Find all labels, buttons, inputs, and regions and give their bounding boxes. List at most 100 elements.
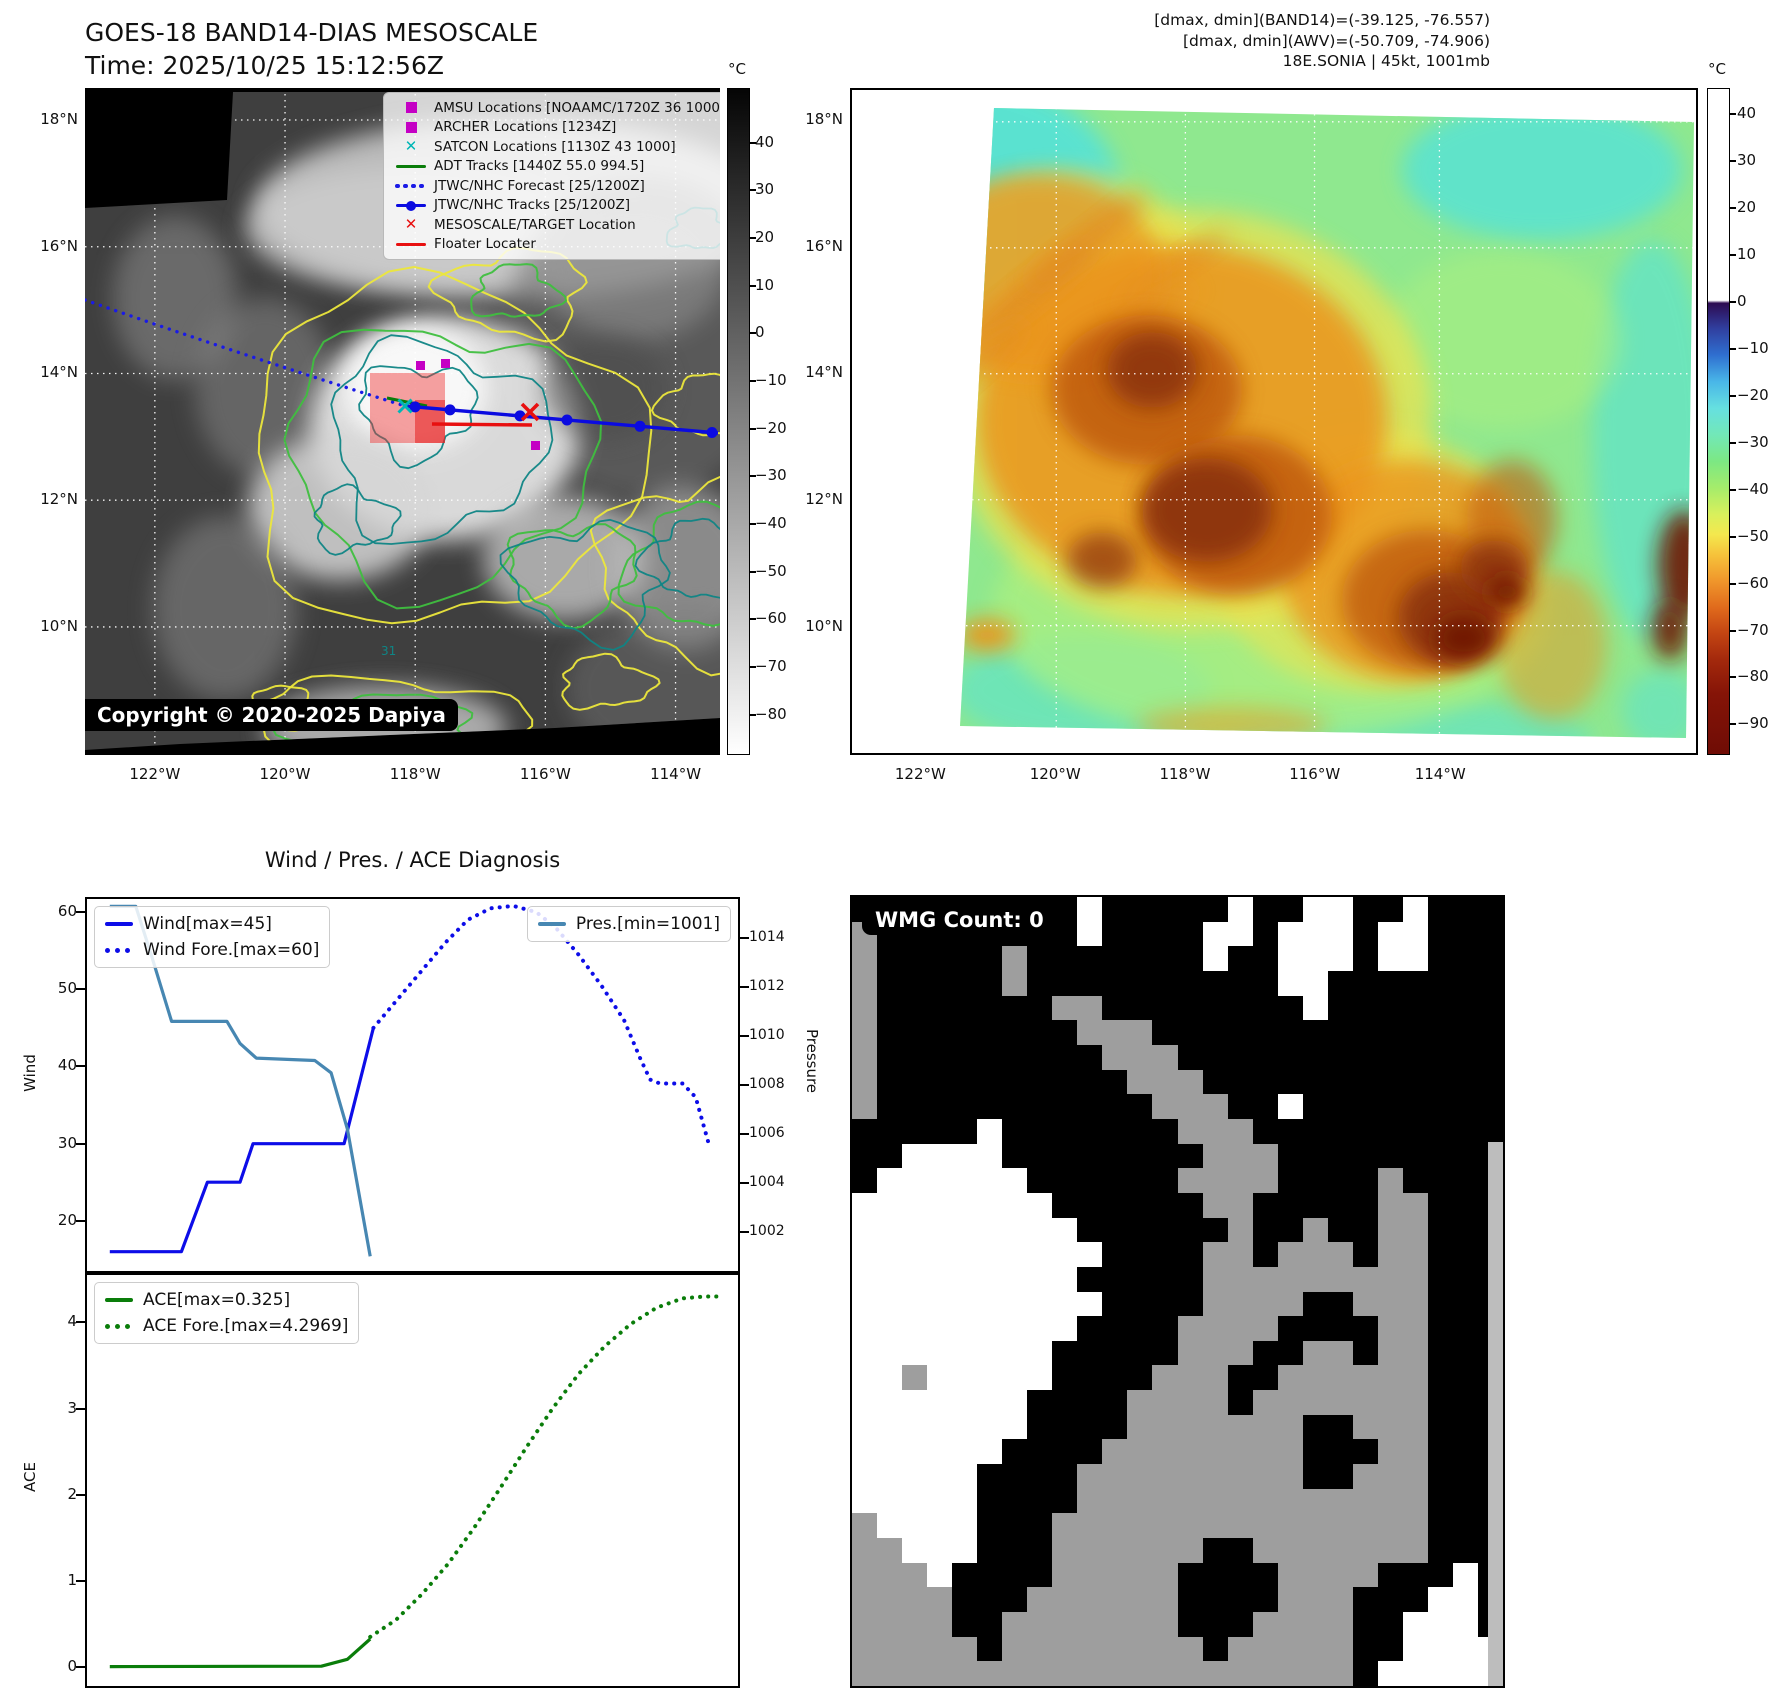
wmg-cell <box>1102 1365 1128 1391</box>
wmg-cell <box>1277 1365 1303 1391</box>
wmg-cell <box>1202 897 1228 922</box>
wmg-cell <box>1102 1316 1128 1341</box>
wmg-cell <box>1127 1587 1153 1613</box>
wmg-cell <box>1252 1069 1278 1095</box>
colorbar-tick-label: −80 <box>1737 667 1769 686</box>
lat-tick-label: 14°N <box>40 363 78 382</box>
wmg-cell <box>1427 970 1453 996</box>
wmg-cell <box>1277 1143 1303 1169</box>
wmg-cell <box>1127 897 1153 922</box>
wmg-cell <box>1427 1340 1453 1366</box>
wmg-cell <box>1052 1069 1078 1095</box>
wmg-cell <box>1052 1316 1078 1341</box>
wmg-cell <box>1327 946 1353 971</box>
y2-tick-label: 1014 <box>749 929 785 946</box>
wmg-cell <box>977 995 1003 1021</box>
wmg-cell <box>1277 1488 1303 1514</box>
wmg-cell <box>877 1118 903 1144</box>
wmg-cell <box>1252 1513 1278 1539</box>
wmg-cell <box>1477 946 1503 971</box>
wmg-cell <box>877 1612 903 1637</box>
wmg-cell <box>902 1020 928 1045</box>
wmg-cell <box>1202 1587 1228 1613</box>
wmg-cell <box>1177 946 1203 971</box>
wmg-cell <box>1052 1538 1078 1563</box>
wmg-cell <box>952 1020 978 1045</box>
wmg-cell <box>852 1192 878 1218</box>
wmg-cell <box>1327 1562 1353 1588</box>
wmg-cell <box>927 970 953 996</box>
lon-tick-label: 114°W <box>650 765 702 783</box>
wmg-cell <box>1202 1020 1228 1045</box>
wmg-cell <box>877 1513 903 1539</box>
wmg-cell <box>1452 1562 1478 1588</box>
wmg-cell <box>927 1044 953 1070</box>
wmg-cell <box>1352 1587 1378 1613</box>
map-legend-row: JTWC/NHC Forecast [25/1200Z] <box>388 176 720 196</box>
wmg-cell <box>1327 1390 1353 1415</box>
wmg-cell <box>852 1414 878 1440</box>
wmg-cell <box>1327 1414 1353 1440</box>
wmg-cell <box>1252 1562 1278 1588</box>
lon-tick-label: 122°W <box>129 765 181 783</box>
wmg-cell <box>1102 1612 1128 1637</box>
wmg-cell <box>1452 970 1478 996</box>
wmg-cell <box>1027 1587 1053 1613</box>
wmg-cell <box>1427 1266 1453 1292</box>
wmg-cell <box>1102 1439 1128 1465</box>
wmg-cell <box>1002 1636 1028 1662</box>
wmg-pixel-grid <box>852 897 1503 1686</box>
wmg-cell <box>1352 1340 1378 1366</box>
wmg-cell <box>927 1094 953 1119</box>
legend-dot <box>115 947 120 953</box>
goes-band14-satellite-map: AMSU Locations [NOAAMC/1720Z 36 1000] ARC… <box>85 88 720 755</box>
wmg-cell <box>1052 1340 1078 1366</box>
wmg-cell <box>1077 1094 1103 1119</box>
wmg-cell <box>1152 1390 1178 1415</box>
wmg-cell <box>1177 995 1203 1021</box>
colorbar-tick-label: 20 <box>1737 197 1757 216</box>
wmg-cell <box>902 1291 928 1317</box>
wmg-cell <box>1227 1192 1253 1218</box>
wmg-cell <box>877 1217 903 1243</box>
wmg-cell <box>1077 995 1103 1021</box>
wmg-cell <box>1002 1168 1028 1193</box>
wmg-cell <box>1327 1587 1353 1613</box>
colorbar-tick-label: −60 <box>755 609 787 628</box>
wmg-cell <box>1252 1217 1278 1243</box>
wmg-cell <box>1227 1340 1253 1366</box>
wmg-cell <box>1202 1316 1228 1341</box>
wmg-cell <box>1077 1562 1103 1588</box>
wmg-cell <box>1077 1242 1103 1267</box>
wmg-cell <box>1177 897 1203 922</box>
wmg-cell <box>1102 1020 1128 1045</box>
map-legend-row: ✕ MESOSCALE/TARGET Location <box>388 215 720 235</box>
wmg-cell <box>1002 1094 1028 1119</box>
series-wind <box>109 1027 375 1254</box>
wmg-cell <box>1002 946 1028 971</box>
line-marker <box>396 164 426 168</box>
wmg-cell <box>1077 1661 1103 1686</box>
wmg-cell <box>902 1390 928 1415</box>
wmg-cell <box>1352 1636 1378 1662</box>
wmg-cell <box>1052 1266 1078 1292</box>
wmg-cell <box>1227 1562 1253 1588</box>
wmg-cell <box>1277 1316 1303 1341</box>
wmg-cell <box>1102 1562 1128 1588</box>
wmg-cell <box>1252 1266 1278 1292</box>
legend-dot <box>115 1323 120 1329</box>
wmg-cell <box>902 946 928 971</box>
wmg-cell <box>1102 1217 1128 1243</box>
wmg-cell <box>927 1168 953 1193</box>
y2-tick-mark <box>740 1084 749 1086</box>
wmg-cell <box>1252 1390 1278 1415</box>
map-legend-label: ARCHER Locations [1234Z] <box>434 119 617 136</box>
wmg-cell <box>1002 1217 1028 1243</box>
wmg-cell <box>852 1044 878 1070</box>
wmg-cell <box>1127 1488 1153 1514</box>
wmg-cell <box>1277 946 1303 971</box>
wmg-cell <box>1327 1316 1353 1341</box>
wmg-cell <box>852 1464 878 1489</box>
wmg-cell <box>1077 1439 1103 1465</box>
wmg-cell <box>927 1562 953 1588</box>
